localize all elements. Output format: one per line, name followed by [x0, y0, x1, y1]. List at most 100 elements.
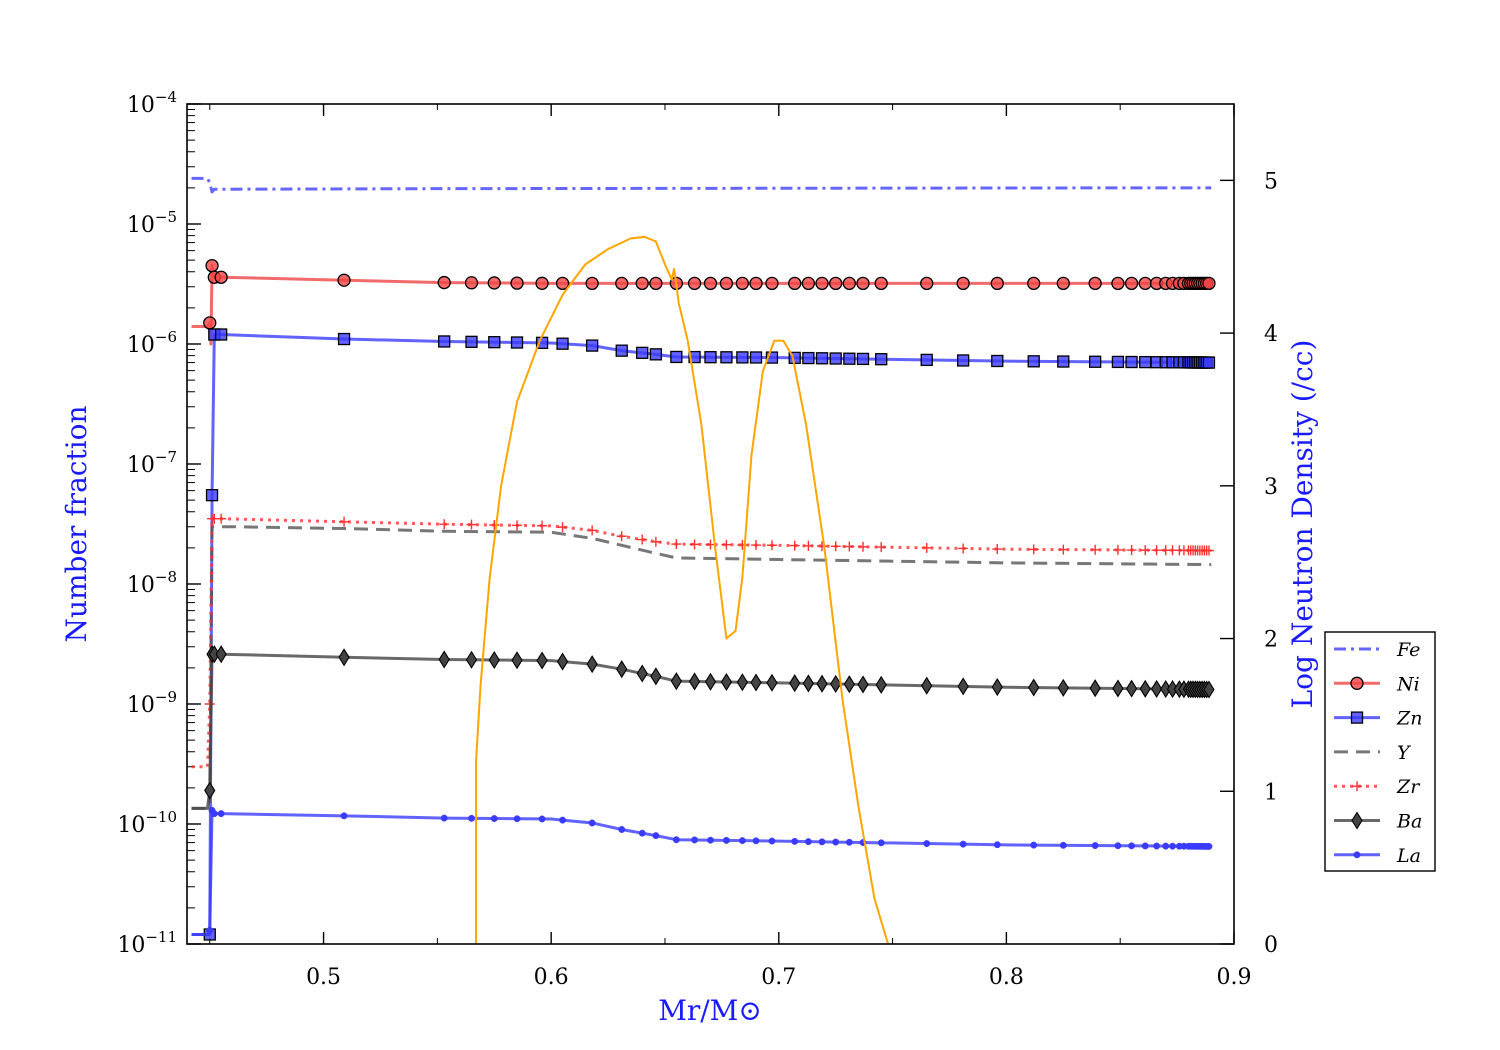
data-point-zr [616, 531, 627, 542]
data-point-la [993, 841, 1001, 849]
data-point-la [672, 836, 680, 844]
data-point-zr [557, 522, 568, 533]
data-point-zr [1112, 544, 1123, 555]
data-point-ni [635, 276, 649, 291]
data-point-zn [736, 351, 749, 364]
data-point-ni [990, 276, 1004, 291]
data-point-zr [339, 516, 350, 527]
data-point-ba [816, 674, 828, 693]
y-right-axis-title: Log Neutron Density (/cc) [1286, 340, 1319, 709]
data-point-ba [957, 677, 969, 696]
data-point-ni [214, 270, 228, 284]
y-tick-label: 10−5 [127, 208, 177, 238]
data-point-ni [765, 276, 779, 291]
data-point-zn [636, 346, 649, 360]
data-point-ba [843, 675, 855, 694]
data-point-ni [615, 276, 629, 291]
legend-marker-zr [1352, 781, 1362, 792]
data-point-ba [688, 672, 701, 691]
data-point-ni [687, 276, 702, 291]
series-zr [191, 513, 1214, 769]
data-point-ni [1088, 276, 1102, 291]
data-point-zn [802, 351, 815, 365]
data-point-la [1153, 842, 1161, 850]
data-point-la [832, 838, 840, 846]
data-point-zn [875, 353, 888, 366]
data-point-ni [735, 276, 750, 291]
data-point-ba [511, 651, 523, 670]
data-point-la [818, 838, 826, 846]
data-point-la [538, 815, 546, 823]
x-axis-title: Mr/M⊙ [658, 994, 762, 1027]
data-point-la [1059, 841, 1067, 849]
data-point-ni [649, 276, 663, 291]
data-point-la [738, 837, 746, 845]
data-point-la [1205, 842, 1213, 850]
data-point-la [752, 837, 760, 845]
legend-label-ba: Ba [1396, 811, 1422, 833]
data-point-zn [991, 354, 1004, 368]
data-point-zr [637, 534, 648, 545]
data-point-zr [857, 541, 868, 552]
data-point-zn [556, 337, 569, 350]
data-point-zr [921, 542, 932, 553]
data-point-la [1169, 842, 1176, 850]
data-point-ni [719, 276, 734, 291]
data-point-la [959, 840, 967, 848]
data-point-zr [992, 544, 1003, 555]
data-point-zr [751, 540, 762, 551]
data-point-ba [991, 678, 1003, 697]
legend-marker-la [1353, 851, 1361, 859]
data-point-zn [765, 351, 779, 364]
data-point-la [1091, 842, 1099, 850]
data-point-zr [1090, 544, 1101, 555]
data-point-ba [1089, 679, 1101, 698]
data-point-ba [215, 645, 227, 664]
data-point-zn [1089, 355, 1102, 368]
data-point-ba [1139, 679, 1151, 698]
data-point-ba [338, 648, 350, 667]
data-point-ni [337, 273, 351, 287]
series-ni [191, 258, 1216, 346]
data-point-zr [1058, 544, 1069, 555]
legend-label-zr: Zr [1396, 776, 1421, 798]
data-point-zn [843, 352, 856, 365]
data-point-ni [920, 276, 934, 291]
data-point-ba [616, 660, 628, 679]
data-point-ni [1027, 276, 1041, 291]
y-tick-label: 10−7 [127, 448, 177, 478]
data-point-ni [1138, 276, 1152, 291]
data-point-ba [1150, 679, 1163, 698]
data-point-la [923, 840, 931, 848]
series-line-la [191, 808, 1212, 936]
data-point-ni [1202, 276, 1216, 291]
y-right-tick-label: 1 [1264, 780, 1278, 805]
data-point-ni [487, 276, 501, 290]
data-point-zn [615, 344, 628, 357]
data-point-zn [856, 352, 870, 366]
legend-marker-ba [1351, 811, 1363, 830]
data-point-la [707, 836, 714, 844]
legend-label-zn: Zn [1396, 708, 1422, 730]
data-point-ni [703, 276, 718, 291]
data-point-ba [1112, 679, 1124, 698]
y-right-tick-label: 5 [1264, 169, 1278, 194]
y-right-tick-label: 4 [1264, 322, 1278, 347]
data-point-ba [830, 674, 842, 693]
data-point-zn [749, 351, 763, 364]
x-tick-label: 0.9 [1217, 965, 1252, 990]
data-point-ni [555, 276, 570, 291]
data-point-ni [788, 276, 802, 291]
x-tick-label: 0.8 [989, 965, 1024, 990]
series-line-zr [191, 517, 1212, 769]
data-point-ba [789, 674, 801, 693]
data-point-ba [650, 667, 662, 686]
data-point-zr [537, 520, 548, 531]
data-point-zn [510, 336, 524, 349]
data-point-la [1114, 842, 1122, 850]
data-point-zr [216, 513, 227, 524]
data-point-ni [203, 316, 217, 330]
data-point-zn [649, 348, 663, 361]
data-point-ni [464, 276, 479, 290]
data-point-zn [438, 335, 451, 348]
